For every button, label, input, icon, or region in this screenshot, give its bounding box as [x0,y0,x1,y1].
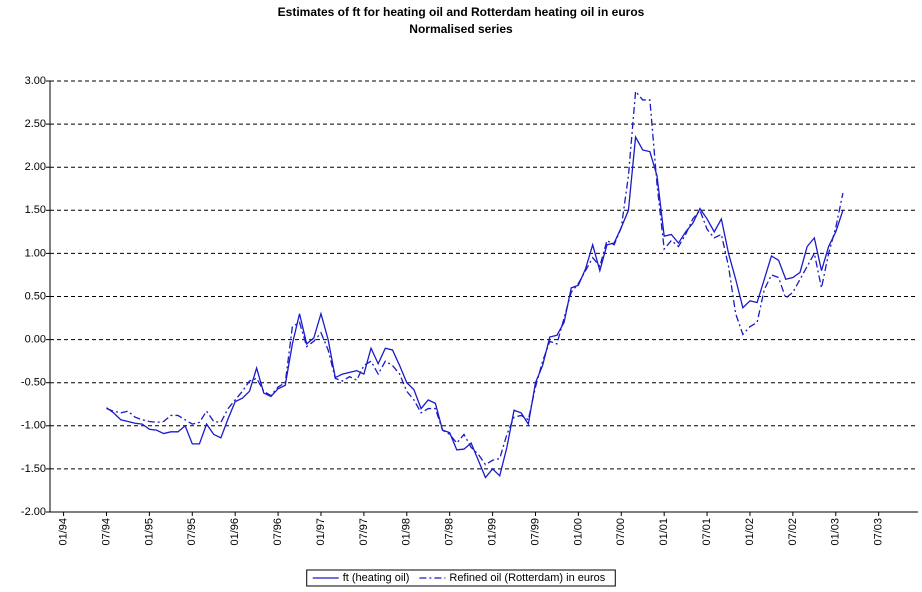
legend-box [306,569,616,587]
x-tick-label: 01/98 [401,518,413,546]
x-tick-label: 01/95 [143,518,155,546]
x-tick-label: 07/00 [615,518,627,546]
x-tick-label: 07/99 [529,518,541,546]
x-tick-label: 07/03 [873,518,885,546]
x-tick-label: 07/97 [358,518,370,546]
y-tick-label: 1.50 [25,204,46,216]
chart-subtitle: Normalised series [409,22,513,36]
x-tick-label: 07/94 [100,518,112,546]
x-tick-label: 01/01 [658,518,670,546]
legend-label: ft (heating oil) [343,572,410,584]
x-tick-label: 07/95 [186,518,198,546]
y-tick-label: 0.50 [25,290,46,302]
x-tick-label: 07/96 [272,518,284,546]
chart-title: Estimates of ft for heating oil and Rott… [278,5,645,19]
y-tick-label: -2.00 [21,506,46,518]
x-tick-label: 01/96 [229,518,241,546]
legend-label: Refined oil (Rotterdam) in euros [449,572,605,584]
x-tick-label: 01/97 [315,518,327,546]
x-tick-label: 07/02 [787,518,799,546]
x-tick-label: 01/02 [744,518,756,546]
series-line [106,134,844,479]
y-tick-label: 2.50 [25,118,46,130]
series-line [106,89,844,466]
x-tick-label: 07/98 [444,518,456,546]
y-tick-label: -1.00 [21,420,46,432]
x-tick-label: 07/01 [701,518,713,546]
x-tick-label: 01/00 [572,518,584,546]
x-tick-label: 01/99 [486,518,498,546]
y-tick-label: 1.00 [25,247,46,259]
y-tick-label: 3.00 [25,75,46,87]
x-tick-label: 01/94 [57,518,69,546]
legend: ft (heating oil) Refined oil (Rotterdam) … [306,569,616,587]
y-tick-label: 2.00 [25,161,46,173]
y-tick-label: 0.00 [25,334,46,346]
y-tick-label: -1.50 [21,463,46,475]
x-tick-label: 01/03 [830,518,842,546]
y-tick-label: -0.50 [21,377,46,389]
